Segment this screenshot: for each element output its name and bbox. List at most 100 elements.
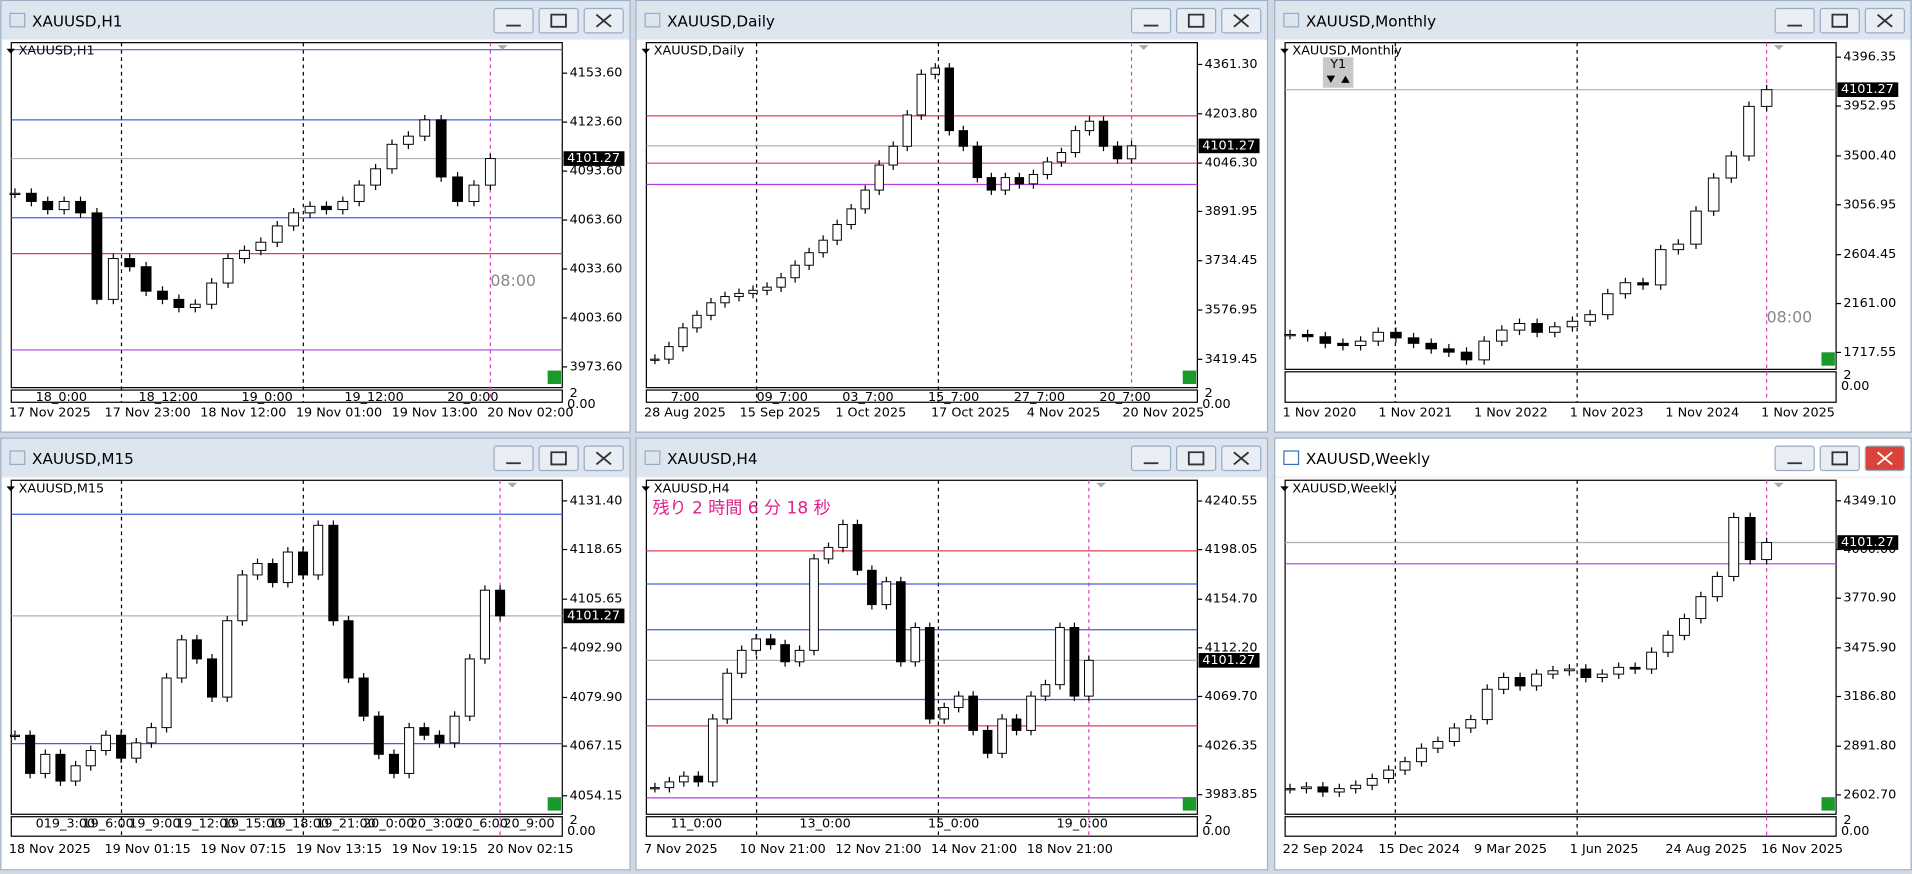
maximize-button[interactable] — [1176, 445, 1217, 472]
status-indicator — [547, 797, 562, 811]
sub-window — [1284, 371, 1837, 403]
candle — [479, 589, 490, 660]
button-face — [1176, 445, 1217, 472]
candle — [1566, 320, 1579, 328]
minimize-button[interactable] — [1130, 7, 1172, 34]
candle — [1084, 659, 1094, 697]
close-button[interactable] — [583, 7, 624, 34]
time-label: 19 Nov 01:15 — [105, 842, 191, 857]
minimize-button[interactable] — [1130, 445, 1172, 472]
time-note: 08:00 — [490, 271, 536, 290]
candle — [328, 524, 339, 622]
candle — [679, 775, 689, 783]
sub-axis-label: 0.00 — [1841, 379, 1869, 394]
minimize-button[interactable] — [493, 445, 534, 472]
candle — [1690, 210, 1702, 245]
candle — [288, 212, 300, 227]
candle — [1407, 337, 1420, 344]
sub-axis-label: 2 — [1205, 386, 1213, 401]
close-button[interactable] — [1864, 445, 1905, 472]
candle — [1601, 293, 1614, 316]
close-button[interactable] — [583, 445, 624, 472]
candle — [794, 649, 805, 663]
price-tick-label: 4046.30 — [1205, 156, 1258, 171]
time-label: 12 Nov 21:00 — [835, 842, 921, 857]
candle — [1084, 120, 1095, 132]
window-icon — [1283, 450, 1300, 466]
candle — [982, 729, 993, 754]
price-tick-label: 4033.60 — [570, 261, 623, 276]
candle — [1383, 769, 1395, 780]
time-label: 17 Oct 2025 — [931, 406, 1010, 421]
candle — [1028, 173, 1039, 185]
axis-time-label: 20_9:00 — [503, 817, 554, 832]
candle — [25, 192, 37, 202]
chart-window: XAUUSD,Weekly4349.104060.003770.903475.9… — [1274, 437, 1912, 871]
candle — [1465, 719, 1477, 729]
button-glyph — [1831, 451, 1848, 466]
time-label: 7 Nov 2025 — [644, 842, 718, 857]
price-tick-label: 3973.60 — [570, 359, 623, 374]
time-label: 20 Nov 02:15 — [487, 842, 573, 857]
window-title: XAUUSD,Monthly — [1306, 12, 1436, 30]
plot-frame — [1284, 42, 1837, 370]
candle — [388, 753, 400, 774]
candle — [239, 249, 250, 260]
close-button[interactable] — [1221, 7, 1262, 34]
status-indicator — [547, 370, 562, 384]
maximize-button[interactable] — [1819, 445, 1860, 472]
minimize-button[interactable] — [1774, 7, 1815, 34]
close-button[interactable] — [1864, 7, 1905, 34]
chart-menu-arrow — [6, 48, 15, 54]
candle — [902, 114, 912, 147]
candle — [282, 551, 293, 584]
candle — [1547, 670, 1559, 675]
time-label: 18 Nov 21:00 — [1027, 842, 1113, 857]
chart-label: XAUUSD,Daily — [654, 44, 745, 59]
candle — [1654, 249, 1667, 286]
candle — [780, 644, 790, 663]
chart-menu-arrow — [1280, 486, 1289, 492]
price-tick-label: 3419.45 — [1205, 352, 1258, 367]
maximize-button[interactable] — [1819, 7, 1860, 34]
maximize-button[interactable] — [538, 7, 579, 34]
candle — [953, 695, 964, 709]
price-tick-label: 4240.55 — [1205, 494, 1258, 509]
plot-frame — [645, 42, 1198, 389]
candle — [1460, 351, 1473, 361]
maximize-button[interactable] — [1176, 7, 1217, 34]
time-label: 24 Aug 2025 — [1665, 842, 1747, 857]
status-indicator — [1821, 352, 1835, 366]
candle — [1026, 695, 1036, 731]
price-tick-label: 4131.40 — [570, 493, 623, 508]
candle — [924, 626, 935, 720]
time-label: 1 Nov 2025 — [1761, 406, 1835, 421]
candle — [939, 707, 950, 720]
candle — [910, 626, 921, 663]
axis-time-label: 7:00 — [671, 390, 700, 405]
candle — [1619, 282, 1632, 295]
axis-time-label: 19_6:00 — [82, 817, 133, 832]
price-tick-label: 2602.70 — [1843, 787, 1896, 802]
price-tick-label: 4123.60 — [570, 115, 623, 130]
candle — [176, 639, 187, 679]
minimize-button[interactable] — [1774, 445, 1815, 472]
candle — [852, 524, 863, 571]
candle — [972, 145, 983, 179]
sub-axis-label: 0.00 — [1841, 824, 1869, 839]
candle — [1580, 668, 1592, 678]
axis-time-label: 19_12:00 — [344, 390, 404, 405]
axis-time-label: 20_0:00 — [447, 390, 498, 405]
candle — [888, 145, 898, 166]
maximize-button[interactable] — [538, 445, 579, 472]
sub-axis-label: 0.00 — [1202, 397, 1230, 412]
axis-time-label: 019_3:00 — [36, 817, 95, 832]
candle — [1098, 120, 1109, 147]
chart-area — [1, 40, 630, 432]
minimize-button[interactable] — [493, 7, 534, 34]
chart-window: XAUUSD,M15 4131.40 4118.65 4105.65 4092.90 40… — [0, 437, 631, 871]
close-button[interactable] — [1221, 445, 1262, 472]
scale-arrows[interactable] — [1326, 75, 1350, 83]
time-label: 10 Nov 21:00 — [740, 842, 826, 857]
candle — [706, 302, 716, 316]
